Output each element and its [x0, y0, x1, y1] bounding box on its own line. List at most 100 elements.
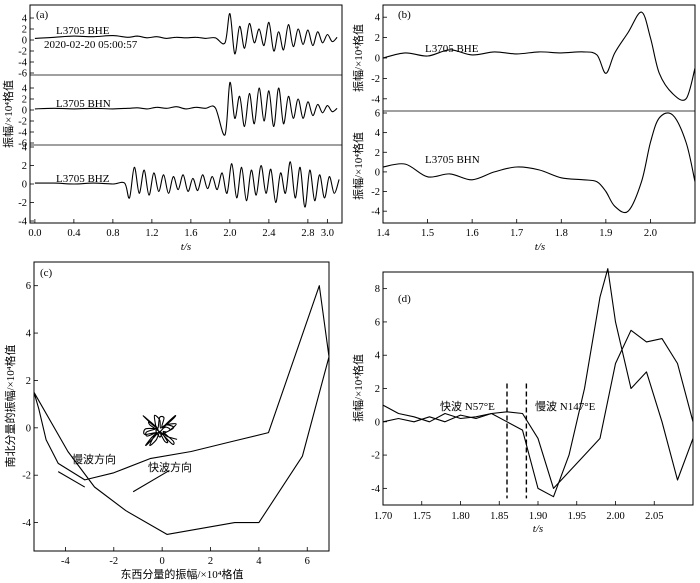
panel-a-sub3-ytick-label-2: 0 — [22, 180, 27, 191]
panel-a-xtick-label-6: 2.4 — [262, 228, 276, 239]
panel-a-xtick-label-0: 0.0 — [28, 228, 41, 239]
panel-a-trace-label-bhe: L3705 BHE — [56, 25, 110, 37]
panel-c-xtick-label-4: 4 — [256, 556, 262, 567]
panel-d-ytick-label-3: 2 — [375, 384, 380, 395]
panel-b-sub1-ytick-label-2: 0 — [375, 54, 380, 65]
panel-b-trace-label-bhe: L3705 BHE — [425, 43, 479, 55]
panel-a-sub2-ytick-label-1: 2 — [22, 95, 27, 106]
panel-d-xtick-label-0: 1.70 — [374, 511, 392, 522]
panel-c-xlabel: 东西分量的振幅/×10⁴格值 — [120, 567, 243, 581]
panel-b-ylabel-bottom: 振幅/×10⁴格值 — [351, 132, 365, 200]
panel-c-xtick-label-5: 6 — [305, 556, 310, 567]
panel-d-ytick-label-6: -4 — [371, 484, 380, 495]
panel-c-xtick-label-1: -2 — [109, 556, 118, 567]
panel-a-xtick-label-4: 1.6 — [184, 228, 197, 239]
panel-a-sub2-ytick-label-0: 4 — [22, 84, 28, 95]
panel-a-trace-1 — [34, 13, 338, 55]
panel-a-sub3-ytick-label-4: -4 — [18, 217, 27, 228]
panel-a-ylabel: 振幅/×10⁴格值 — [1, 80, 15, 148]
panel-c-ytick-label-1: 4 — [26, 329, 32, 340]
panel-d-series-2 — [382, 329, 694, 489]
panel-a-xtick-label-2: 0.8 — [106, 228, 119, 239]
panel-a-xtick-label-8: 3.0 — [321, 228, 334, 239]
panel-c-xtick-label-2: 0 — [160, 556, 165, 567]
panel-c-xtick-label-3: 2 — [208, 556, 213, 567]
panel-a-sub3-ytick-label-1: 2 — [22, 161, 27, 172]
fast-wave-direction-arrow — [132, 469, 170, 493]
slow-wave-marker-label: 慢波 N147°E — [535, 400, 596, 413]
panel-b-sub1-ytick-label-4: -4 — [371, 94, 380, 105]
panel-d-ytick-label-1: 6 — [375, 317, 380, 328]
panel-a-xtick-label-7: 2.8 — [301, 228, 314, 239]
panel-a-sub1-ytick-label-0: 4 — [22, 14, 28, 25]
panel-b-sub2-ytick-label-1: 4 — [375, 128, 381, 139]
panel-b-ylabel-top: 振幅/×10⁴格值 — [351, 24, 365, 92]
panel-d-xtick-label-2: 1.80 — [451, 511, 469, 522]
panel-b-sub1-ytick-label-0: 4 — [375, 13, 381, 24]
panel-d-xtick-label-7: 2.05 — [645, 511, 663, 522]
panel-c-ytick-label-3: 0 — [26, 423, 31, 434]
panel-c-ytick-label-0: 6 — [26, 281, 31, 292]
panel-a-trace-label-bhz: L3705 BHZ — [56, 173, 110, 185]
panel-a-sub1-ytick-label-2: 0 — [22, 36, 27, 47]
panel-a-sub3-ytick-label-3: -2 — [18, 198, 27, 209]
panel-d-xlabel: t/s — [533, 523, 543, 535]
panel-a-sub2-ytick-label-5: -6 — [18, 139, 27, 150]
panel-a-sub2-ytick-label-4: -4 — [18, 128, 27, 139]
panel-a-trace-3 — [34, 161, 340, 208]
panel-a-sub3-ytick-label-0: 4 — [22, 143, 28, 154]
panel-d-rotated-waveforms: (d) 快波 N57°E 慢波 N147°E t/s 振幅/×10⁴格值 1.7… — [351, 268, 694, 535]
panel-b-sub2-ytick-label-5: -4 — [371, 207, 380, 218]
panel-d-xtick-label-3: 1.85 — [490, 511, 508, 522]
panel-b-sub2-ytick-label-3: 0 — [375, 167, 380, 178]
panel-a-sub1-ytick-label-3: -2 — [18, 47, 27, 58]
panel-b-xtick-label-2: 1.6 — [466, 228, 479, 239]
panel-d-xtick-label-1: 1.75 — [413, 511, 431, 522]
panel-b-label: (b) — [398, 9, 411, 21]
panel-c-ytick-label-2: 2 — [26, 376, 31, 387]
panel-d-xtick-label-5: 1.95 — [568, 511, 586, 522]
panel-b-sub1-ytick-label-3: -2 — [371, 74, 380, 85]
panel-b-xtick-label-4: 1.8 — [555, 228, 568, 239]
panel-a-frame — [29, 4, 343, 224]
panel-b-frame — [382, 4, 696, 224]
panel-c-ylabel: 南北分量的振幅/×10⁴格值 — [3, 344, 17, 467]
panel-b-sub2-ytick-label-2: 2 — [375, 148, 380, 159]
panel-c-particle-motion: (c) 慢波方向 快波方向 东西分量的振幅/×10⁴格值 南北分量的振幅/×10… — [3, 261, 330, 581]
fast-wave-marker-label: 快波 N57°E — [440, 400, 495, 413]
panel-a-label: (a) — [36, 9, 49, 21]
panel-c-particle-tangle — [142, 414, 178, 447]
panel-c-ytick-label-4: -2 — [22, 471, 31, 482]
panel-b-xtick-label-6: 2.0 — [644, 228, 657, 239]
panel-d-ytick-label-0: 8 — [375, 284, 380, 295]
panel-a-sub1-ytick-label-4: -4 — [18, 58, 27, 69]
panel-c-label: (c) — [40, 267, 53, 279]
panel-b-trace-1 — [382, 11, 696, 101]
panel-b-xtick-label-3: 1.7 — [510, 228, 523, 239]
panel-d-frame — [382, 271, 694, 506]
panel-a-xtick-label-5: 2.0 — [223, 228, 236, 239]
panel-d-ytick-label-4: 0 — [375, 417, 380, 428]
panel-a-xtick-label-1: 0.4 — [67, 228, 81, 239]
slow-wave-direction-arrow — [57, 471, 86, 488]
panel-a-sub1-ytick-label-5: -6 — [18, 69, 27, 80]
panel-d-ytick-label-5: -2 — [371, 451, 380, 462]
panel-b-xtick-label-0: 1.4 — [376, 228, 390, 239]
panel-b-sub1-ytick-label-1: 2 — [375, 33, 380, 44]
panel-b-xlabel: t/s — [535, 241, 545, 253]
panel-b-sub2-ytick-label-4: -2 — [371, 187, 380, 198]
panel-a-waveforms: (a) 2020-02-20 05:00:57 L3705 BHE L3705 … — [1, 4, 343, 253]
panel-b-xtick-label-1: 1.5 — [421, 228, 434, 239]
panel-a-sub2-ytick-label-3: -2 — [18, 117, 27, 128]
fast-wave-direction-label: 快波方向 — [148, 460, 192, 474]
panel-c-frame — [33, 261, 330, 552]
panel-d-series-1 — [382, 268, 694, 498]
panel-d-label: (d) — [398, 293, 411, 305]
panel-d-ylabel: 振幅/×10⁴格值 — [351, 354, 365, 422]
panel-a-trace-label-bhn: L3705 BHN — [56, 98, 111, 110]
panel-a-trace-2 — [34, 81, 338, 136]
panel-b-trace-label-bhn: L3705 BHN — [425, 154, 480, 166]
panel-a-timestamp: 2020-02-20 05:00:57 — [44, 39, 138, 51]
panel-c-ytick-label-5: -4 — [22, 518, 31, 529]
panel-b-sub2-ytick-label-0: 6 — [375, 109, 380, 120]
